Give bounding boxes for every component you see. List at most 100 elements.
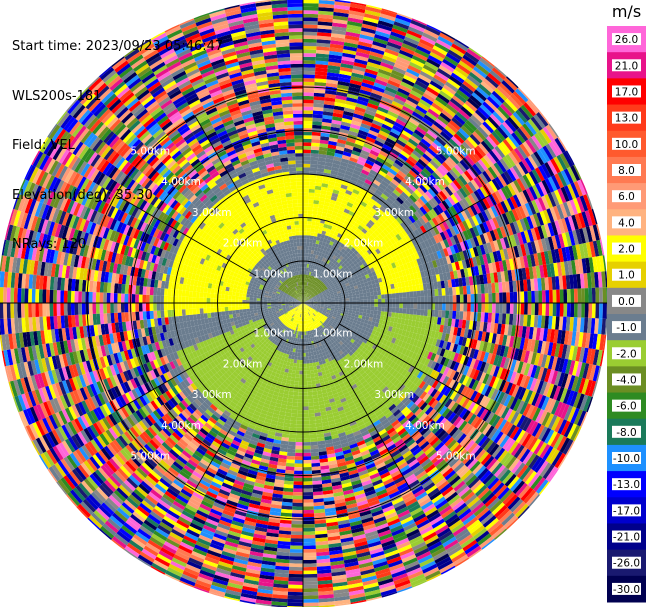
radar-gate (410, 167, 421, 176)
radar-gate (335, 216, 341, 222)
radar-gate (359, 89, 372, 96)
radar-gate (316, 274, 320, 279)
radar-gate (348, 13, 364, 21)
radar-gate (303, 110, 314, 114)
radar-gate (328, 265, 333, 270)
radar-gate (367, 201, 375, 208)
radar-gate (437, 310, 442, 318)
radar-gate (413, 108, 426, 118)
radar-gate (314, 243, 319, 248)
radar-gate (417, 42, 433, 52)
radar-gate (382, 177, 392, 185)
radar-gate (309, 291, 312, 295)
radar-gate (303, 78, 315, 82)
radar-gate (393, 97, 406, 106)
radar-gate (313, 398, 319, 403)
radar-gate (392, 298, 396, 303)
radar-gate (332, 255, 337, 260)
radar-gate (549, 289, 553, 303)
radar-gate (303, 117, 313, 122)
radar-gate (349, 219, 356, 226)
radar-gate (334, 271, 340, 276)
radar-gate (315, 287, 319, 292)
radar-gate (374, 176, 383, 184)
radar-gate (333, 231, 339, 237)
radar-gate (312, 289, 315, 293)
radar-gate (383, 89, 396, 98)
radar-gate (416, 77, 430, 87)
radar-gate (402, 39, 418, 49)
radar-gate (409, 135, 421, 145)
radar-gate (315, 182, 322, 187)
radar-gate (320, 190, 327, 195)
radar-gate (310, 292, 314, 296)
radar-gate (370, 291, 374, 296)
radar-gate (359, 230, 366, 237)
radar-gate (335, 178, 343, 185)
radar-gate (304, 292, 306, 297)
radar-gate (363, 143, 373, 150)
radar-gate (316, 258, 320, 263)
radar-gate (303, 296, 306, 300)
radar-gate (304, 292, 306, 296)
radar-gate (316, 175, 324, 180)
radar-gate (377, 208, 385, 216)
radar-gate (489, 93, 503, 107)
radar-gate (373, 37, 388, 45)
radar-gate (398, 313, 403, 319)
radar-gate (324, 271, 328, 276)
radar-gate (303, 210, 308, 214)
radar-gate (333, 185, 341, 191)
radar-gate (492, 292, 496, 303)
radar-gate (372, 179, 381, 187)
radar-gate (367, 58, 382, 66)
radar-gate (345, 31, 361, 38)
radar-gate (305, 293, 308, 297)
radar-gate (305, 285, 307, 289)
radar-gate (319, 143, 329, 148)
radar-gate (324, 250, 329, 256)
radar-gate (311, 135, 321, 140)
radar-gate (308, 271, 312, 276)
radar-gate (374, 299, 378, 303)
radar-gate (446, 122, 459, 134)
radar-gate (591, 303, 596, 319)
radar-gate (573, 288, 578, 303)
radar-gate (313, 285, 317, 290)
radar-gate (303, 231, 307, 236)
radar-gate (502, 303, 507, 314)
radar-gate (332, 274, 337, 279)
radar-gate (395, 59, 409, 69)
radar-gate (381, 307, 385, 312)
radar-gate (315, 67, 328, 73)
radar-gate (321, 125, 331, 131)
radar-gate (308, 246, 312, 251)
radar-gate (320, 215, 327, 221)
radar-gate (353, 201, 361, 208)
radar-gate (556, 289, 561, 303)
radar-gate (451, 43, 467, 55)
radar-gate (318, 286, 323, 290)
radar-gate (426, 176, 436, 186)
radar-gate (467, 117, 480, 129)
radar-gate (399, 303, 403, 309)
radar-gate (305, 246, 309, 250)
radar-gate (327, 244, 333, 249)
radar-gate (377, 133, 388, 141)
radar-gate (326, 264, 331, 269)
radar-gate (315, 251, 320, 256)
radar-gate (303, 28, 318, 33)
radar-gate (380, 311, 385, 316)
radar-gate (406, 120, 418, 130)
radar-gate (434, 309, 439, 318)
radar-gate (374, 139, 384, 148)
radar-gate (435, 96, 448, 107)
radar-gate (352, 146, 362, 153)
radar-gate (423, 29, 440, 39)
radar-gate (559, 303, 564, 317)
radar-gate (340, 214, 347, 221)
radar-gate (374, 201, 382, 209)
radar-gate (482, 101, 495, 114)
radar-gate (317, 17, 333, 23)
radar-gate (313, 281, 317, 285)
